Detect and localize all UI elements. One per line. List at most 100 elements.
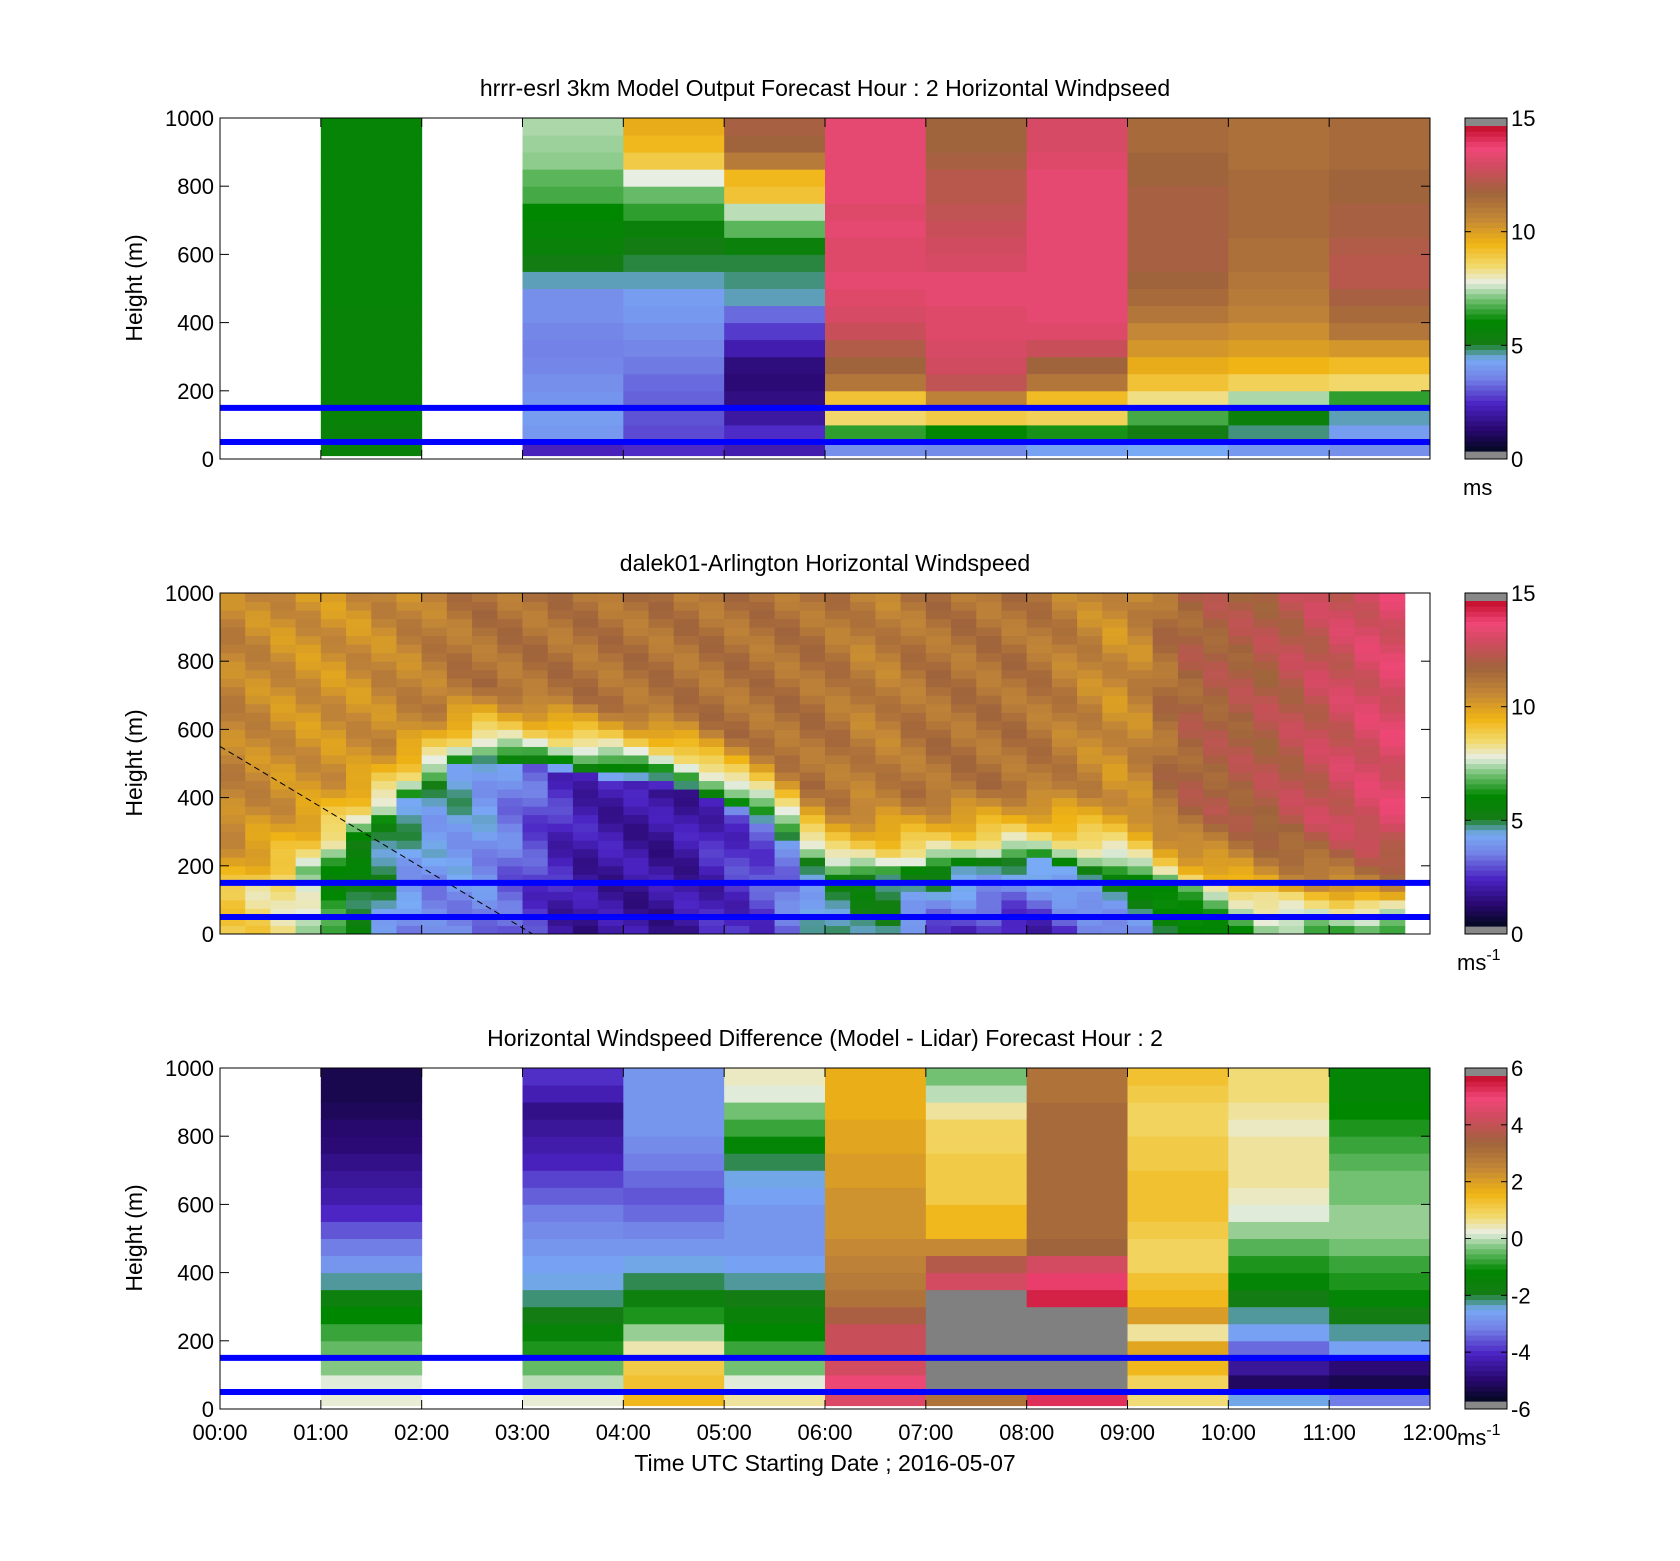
heatmap-cell <box>598 627 624 637</box>
heatmap-cell <box>1077 840 1103 850</box>
heatmap-cell <box>1127 661 1154 671</box>
heatmap-cell <box>673 865 700 875</box>
heatmap-cell <box>1001 874 1028 884</box>
colorbar-segment <box>1465 1395 1507 1402</box>
colorbar-segment <box>1465 1258 1507 1265</box>
heatmap-cell <box>1051 712 1078 722</box>
heatmap-cell <box>220 720 246 730</box>
heatmap-cell <box>1329 610 1355 620</box>
heatmap-cell <box>648 678 675 688</box>
heatmap-cell <box>396 593 423 603</box>
heatmap-cell <box>245 874 271 884</box>
heatmap-cell <box>220 678 246 688</box>
heatmap-cell <box>1152 925 1179 934</box>
heatmap-cell <box>1001 618 1028 628</box>
heatmap-cell <box>774 916 801 926</box>
heatmap-cell <box>875 610 902 620</box>
heatmap-cell <box>320 1289 423 1308</box>
heatmap-cell <box>598 678 624 688</box>
heatmap-cell <box>572 635 599 645</box>
heatmap-cell <box>1051 703 1078 713</box>
heatmap-cell <box>1127 652 1154 662</box>
heatmap-cell <box>825 593 851 603</box>
heatmap-cell <box>1152 593 1179 603</box>
heatmap-cell <box>1077 874 1103 884</box>
heatmap-cell <box>925 1374 1028 1393</box>
heatmap-cell <box>421 746 448 756</box>
heatmap-cell <box>850 703 876 713</box>
heatmap-cell <box>1177 601 1204 611</box>
colorbar-segment <box>1465 646 1507 653</box>
heatmap-cell <box>346 593 372 603</box>
heatmap-cell <box>1329 865 1355 875</box>
heatmap-cell <box>648 686 675 696</box>
heatmap-cell <box>1152 712 1179 722</box>
heatmap-cell <box>951 686 977 696</box>
heatmap-cell <box>1203 593 1229 603</box>
colorbar-segment <box>1465 1365 1507 1372</box>
heatmap-cell <box>925 1085 1028 1103</box>
heatmap-cell <box>925 169 1028 187</box>
x-tick-label: 05:00 <box>697 1420 752 1445</box>
colorbar-segment <box>1465 359 1507 366</box>
heatmap-cell <box>698 823 725 833</box>
heatmap-cell <box>749 763 776 773</box>
heatmap-cell <box>1051 669 1078 679</box>
heatmap-cell <box>295 644 322 654</box>
heatmap-cell <box>1228 1221 1330 1239</box>
heatmap-cell <box>547 644 574 654</box>
heatmap-cell <box>976 857 1002 867</box>
heatmap-cell <box>1077 789 1103 799</box>
heatmap-cell <box>295 661 322 671</box>
heatmap-cell <box>951 925 977 934</box>
heatmap-cell <box>1001 925 1028 934</box>
heatmap-cell <box>623 356 725 375</box>
heatmap-cell <box>522 1187 624 1205</box>
heatmap-cell <box>371 695 397 705</box>
heatmap-cell <box>1228 916 1255 926</box>
heatmap-cell <box>749 840 776 850</box>
heatmap-cell <box>1303 916 1330 926</box>
heatmap-cell <box>648 899 675 909</box>
heatmap-cell <box>346 695 372 705</box>
colorbar-segment <box>1465 839 1507 846</box>
heatmap-cell <box>1127 1238 1229 1257</box>
heatmap-cell <box>245 797 271 807</box>
heatmap-cell <box>825 237 927 255</box>
y-tick-label: 800 <box>177 649 214 674</box>
heatmap-cell <box>1379 789 1406 799</box>
colorbar-segment <box>1465 186 1507 193</box>
heatmap-cell <box>976 865 1002 875</box>
heatmap-cell <box>925 1272 1028 1291</box>
heatmap-cell <box>1127 831 1154 841</box>
heatmap-cell <box>623 840 650 850</box>
heatmap-cell <box>295 891 322 901</box>
heatmap-cell <box>648 806 675 816</box>
heatmap-cell <box>1228 925 1255 934</box>
heatmap-cell <box>320 635 347 645</box>
heatmap-cell <box>295 754 322 764</box>
heatmap-cell <box>648 823 675 833</box>
heatmap-cell <box>295 746 322 756</box>
heatmap-cell <box>522 1255 624 1274</box>
heatmap-cell <box>1228 254 1330 272</box>
heatmap-cell <box>1152 644 1179 654</box>
x-tick-label: 09:00 <box>1100 1420 1155 1445</box>
heatmap-cell <box>1329 916 1355 926</box>
heatmap-cell <box>673 652 700 662</box>
heatmap-cell <box>1228 601 1255 611</box>
heatmap-cell <box>825 601 851 611</box>
heatmap-cell <box>320 356 423 375</box>
heatmap-cell <box>1228 593 1255 603</box>
heatmap-cell <box>1253 823 1280 833</box>
heatmap-cell <box>522 1289 624 1308</box>
heatmap-cell <box>1203 754 1229 764</box>
heatmap-cell <box>875 916 902 926</box>
heatmap-cell <box>951 772 977 782</box>
heatmap-cell <box>850 882 876 892</box>
heatmap-cell <box>925 754 952 764</box>
heatmap-cell <box>1077 635 1103 645</box>
heatmap-cell <box>1278 874 1305 884</box>
heatmap-cell <box>825 118 927 136</box>
